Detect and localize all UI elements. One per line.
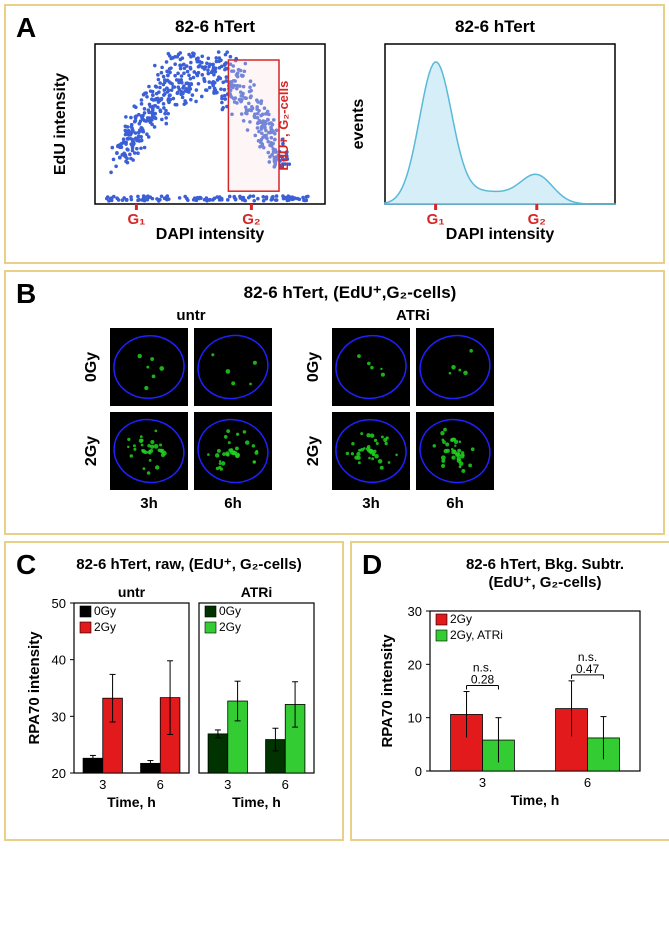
svg-text:6h: 6h bbox=[224, 495, 242, 512]
svg-text:2Gy: 2Gy bbox=[450, 612, 472, 626]
histogram-curve bbox=[385, 62, 615, 204]
panel-a-svg: 82-6 hTert EdU+, G₂-cells DAPI intensity… bbox=[15, 14, 655, 254]
svg-text:40: 40 bbox=[52, 653, 66, 668]
svg-text:2Gy, ATRi: 2Gy, ATRi bbox=[450, 628, 503, 642]
svg-text:G₂: G₂ bbox=[242, 211, 260, 228]
svg-text:3: 3 bbox=[479, 775, 486, 790]
svg-text:0Gy: 0Gy bbox=[305, 352, 322, 382]
panel-d-title2: (EdU⁺, G₂-cells) bbox=[489, 574, 602, 591]
svg-text:ATRi: ATRi bbox=[241, 584, 273, 600]
svg-text:3: 3 bbox=[224, 777, 231, 792]
svg-text:20: 20 bbox=[408, 657, 422, 672]
svg-text:3h: 3h bbox=[362, 495, 380, 512]
svg-text:RPA70 intensity: RPA70 intensity bbox=[26, 631, 43, 745]
panel-d: D 82-6 hTert, Bkg. Subtr. (EdU⁺, G₂-cell… bbox=[350, 541, 669, 841]
svg-text:Time, h: Time, h bbox=[511, 792, 560, 808]
svg-text:G₁: G₁ bbox=[426, 211, 444, 228]
svg-text:6: 6 bbox=[282, 777, 289, 792]
svg-text:0Gy: 0Gy bbox=[94, 604, 116, 618]
svg-text:2Gy: 2Gy bbox=[83, 436, 100, 466]
gate-rect bbox=[228, 60, 279, 191]
panel-b-label: B bbox=[16, 278, 36, 310]
svg-text:10: 10 bbox=[408, 711, 422, 726]
svg-text:2Gy: 2Gy bbox=[305, 436, 322, 466]
svg-text:0Gy: 0Gy bbox=[219, 604, 241, 618]
svg-text:6: 6 bbox=[157, 777, 164, 792]
panel-d-svg: 82-6 hTert, Bkg. Subtr. (EdU⁺, G₂-cells)… bbox=[360, 551, 669, 831]
panel-a: A 82-6 hTert EdU+, G₂-cells DAPI intensi… bbox=[4, 4, 665, 264]
svg-text:G₂: G₂ bbox=[527, 211, 545, 228]
panel-b-title: 82-6 hTert, (EdU⁺,G₂-cells) bbox=[243, 283, 456, 302]
svg-text:20: 20 bbox=[52, 766, 66, 781]
hist-ylabel: events bbox=[350, 99, 367, 150]
svg-text:0Gy: 0Gy bbox=[83, 352, 100, 382]
scatter-xticks: G₁ G₂ bbox=[127, 204, 260, 228]
svg-text:0.47: 0.47 bbox=[576, 662, 600, 676]
panel-c-title: 82-6 hTert, raw, (EdU⁺, G₂-cells) bbox=[76, 556, 301, 573]
gate-label: EdU+, G₂-cells bbox=[276, 81, 291, 171]
svg-text:G₁: G₁ bbox=[127, 211, 145, 228]
svg-text:6h: 6h bbox=[446, 495, 464, 512]
svg-text:untr: untr bbox=[176, 307, 205, 324]
panel-b: B 82-6 hTert, (EdU⁺,G₂-cells) untr 0Gy 3h 6… bbox=[4, 270, 665, 535]
svg-text:2Gy: 2Gy bbox=[94, 620, 116, 634]
scatter-xlabel: DAPI intensity bbox=[155, 226, 264, 243]
hist-xticks: G₁ G₂ bbox=[426, 204, 545, 228]
svg-text:untr: untr bbox=[118, 584, 146, 600]
panel-d-label: D bbox=[362, 549, 382, 581]
svg-text:RPA70 intensity: RPA70 intensity bbox=[379, 634, 396, 748]
panel-c-svg: 82-6 hTert, raw, (EdU⁺, G₂-cells) 20 30 40… bbox=[14, 551, 334, 831]
svg-text:ATRi: ATRi bbox=[396, 307, 430, 324]
svg-text:50: 50 bbox=[52, 596, 66, 611]
panel-a-label: A bbox=[16, 12, 36, 44]
panel-a-left-title: 82-6 hTert bbox=[175, 17, 255, 36]
panel-b-svg: 82-6 hTert, (EdU⁺,G₂-cells) untr 0Gy 3h 6h 2… bbox=[15, 280, 655, 525]
panel-d-title1: 82-6 hTert, Bkg. Subtr. bbox=[466, 556, 624, 573]
svg-text:Time, h: Time, h bbox=[232, 794, 281, 810]
svg-text:3h: 3h bbox=[140, 495, 158, 512]
svg-text:2Gy: 2Gy bbox=[219, 620, 241, 634]
panel-c-label: C bbox=[16, 549, 36, 581]
panel-a-right-title: 82-6 hTert bbox=[455, 17, 535, 36]
svg-text:30: 30 bbox=[52, 709, 66, 724]
svg-text:0.28: 0.28 bbox=[471, 673, 495, 687]
svg-text:30: 30 bbox=[408, 604, 422, 619]
svg-text:Time, h: Time, h bbox=[107, 794, 156, 810]
svg-text:6: 6 bbox=[584, 775, 591, 790]
svg-text:0: 0 bbox=[415, 764, 422, 779]
svg-text:3: 3 bbox=[99, 777, 106, 792]
scatter-ylabel: EdU intensity bbox=[52, 73, 69, 175]
hist-xlabel: DAPI intensity bbox=[445, 226, 554, 243]
panel-c: C 82-6 hTert, raw, (EdU⁺, G₂-cells) 2030… bbox=[4, 541, 344, 841]
